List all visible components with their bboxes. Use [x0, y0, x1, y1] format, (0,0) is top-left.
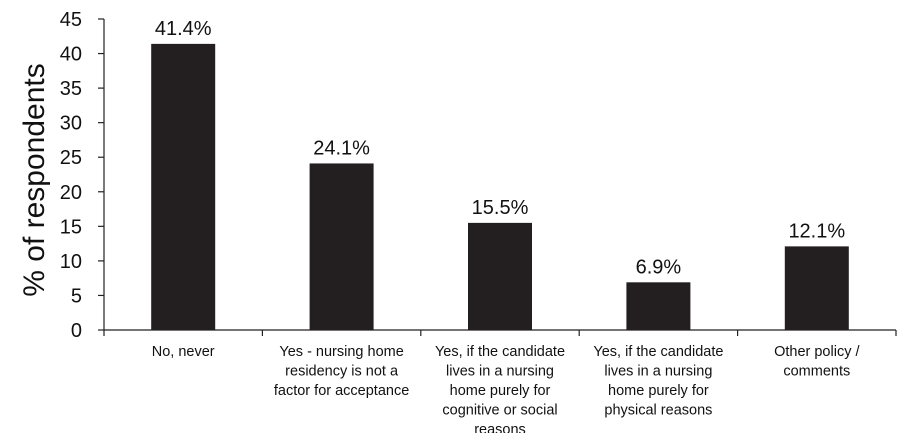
y-tick-label: 25	[60, 147, 82, 169]
category-label: Other policy / comments	[774, 344, 860, 380]
bar	[626, 282, 691, 330]
category-label: Yes, if the candidate lives in a nursing h…	[435, 344, 565, 433]
data-label: 24.1%	[313, 137, 370, 159]
data-label: 15.5%	[472, 197, 529, 219]
y-tick-label: 35	[60, 78, 82, 100]
y-tick-label: 40	[60, 44, 82, 66]
y-tick-label: 45	[60, 9, 82, 31]
category-label: Yes, if the candidate lives in a nursing h…	[593, 344, 723, 419]
bar	[151, 43, 216, 330]
bar	[784, 246, 849, 330]
bars	[151, 43, 849, 330]
data-label: 6.9%	[636, 256, 682, 278]
bar	[309, 163, 374, 330]
y-tick-label: 10	[60, 251, 82, 273]
data-label: 41.4%	[155, 18, 212, 40]
data-labels: 41.4% 24.1% 15.5% 6.9% 12.1%	[155, 18, 846, 278]
category-label: Yes - nursing home residency is not a fact…	[274, 344, 409, 399]
y-axis-title: % of respondents	[18, 63, 51, 296]
category-labels: No, never Yes - nursing home residency is …	[152, 344, 861, 433]
y-axis-ticks: 0 5 10 15 20 25 30 35 40 45	[60, 9, 104, 342]
data-label: 12.1%	[788, 220, 845, 242]
y-tick-label: 30	[60, 113, 82, 135]
y-tick-label: 5	[71, 285, 82, 307]
bar	[468, 222, 532, 330]
y-tick-label: 0	[71, 320, 82, 342]
y-tick-label: 20	[60, 182, 82, 204]
category-label: No, never	[152, 344, 215, 360]
y-tick-label: 15	[60, 216, 82, 238]
